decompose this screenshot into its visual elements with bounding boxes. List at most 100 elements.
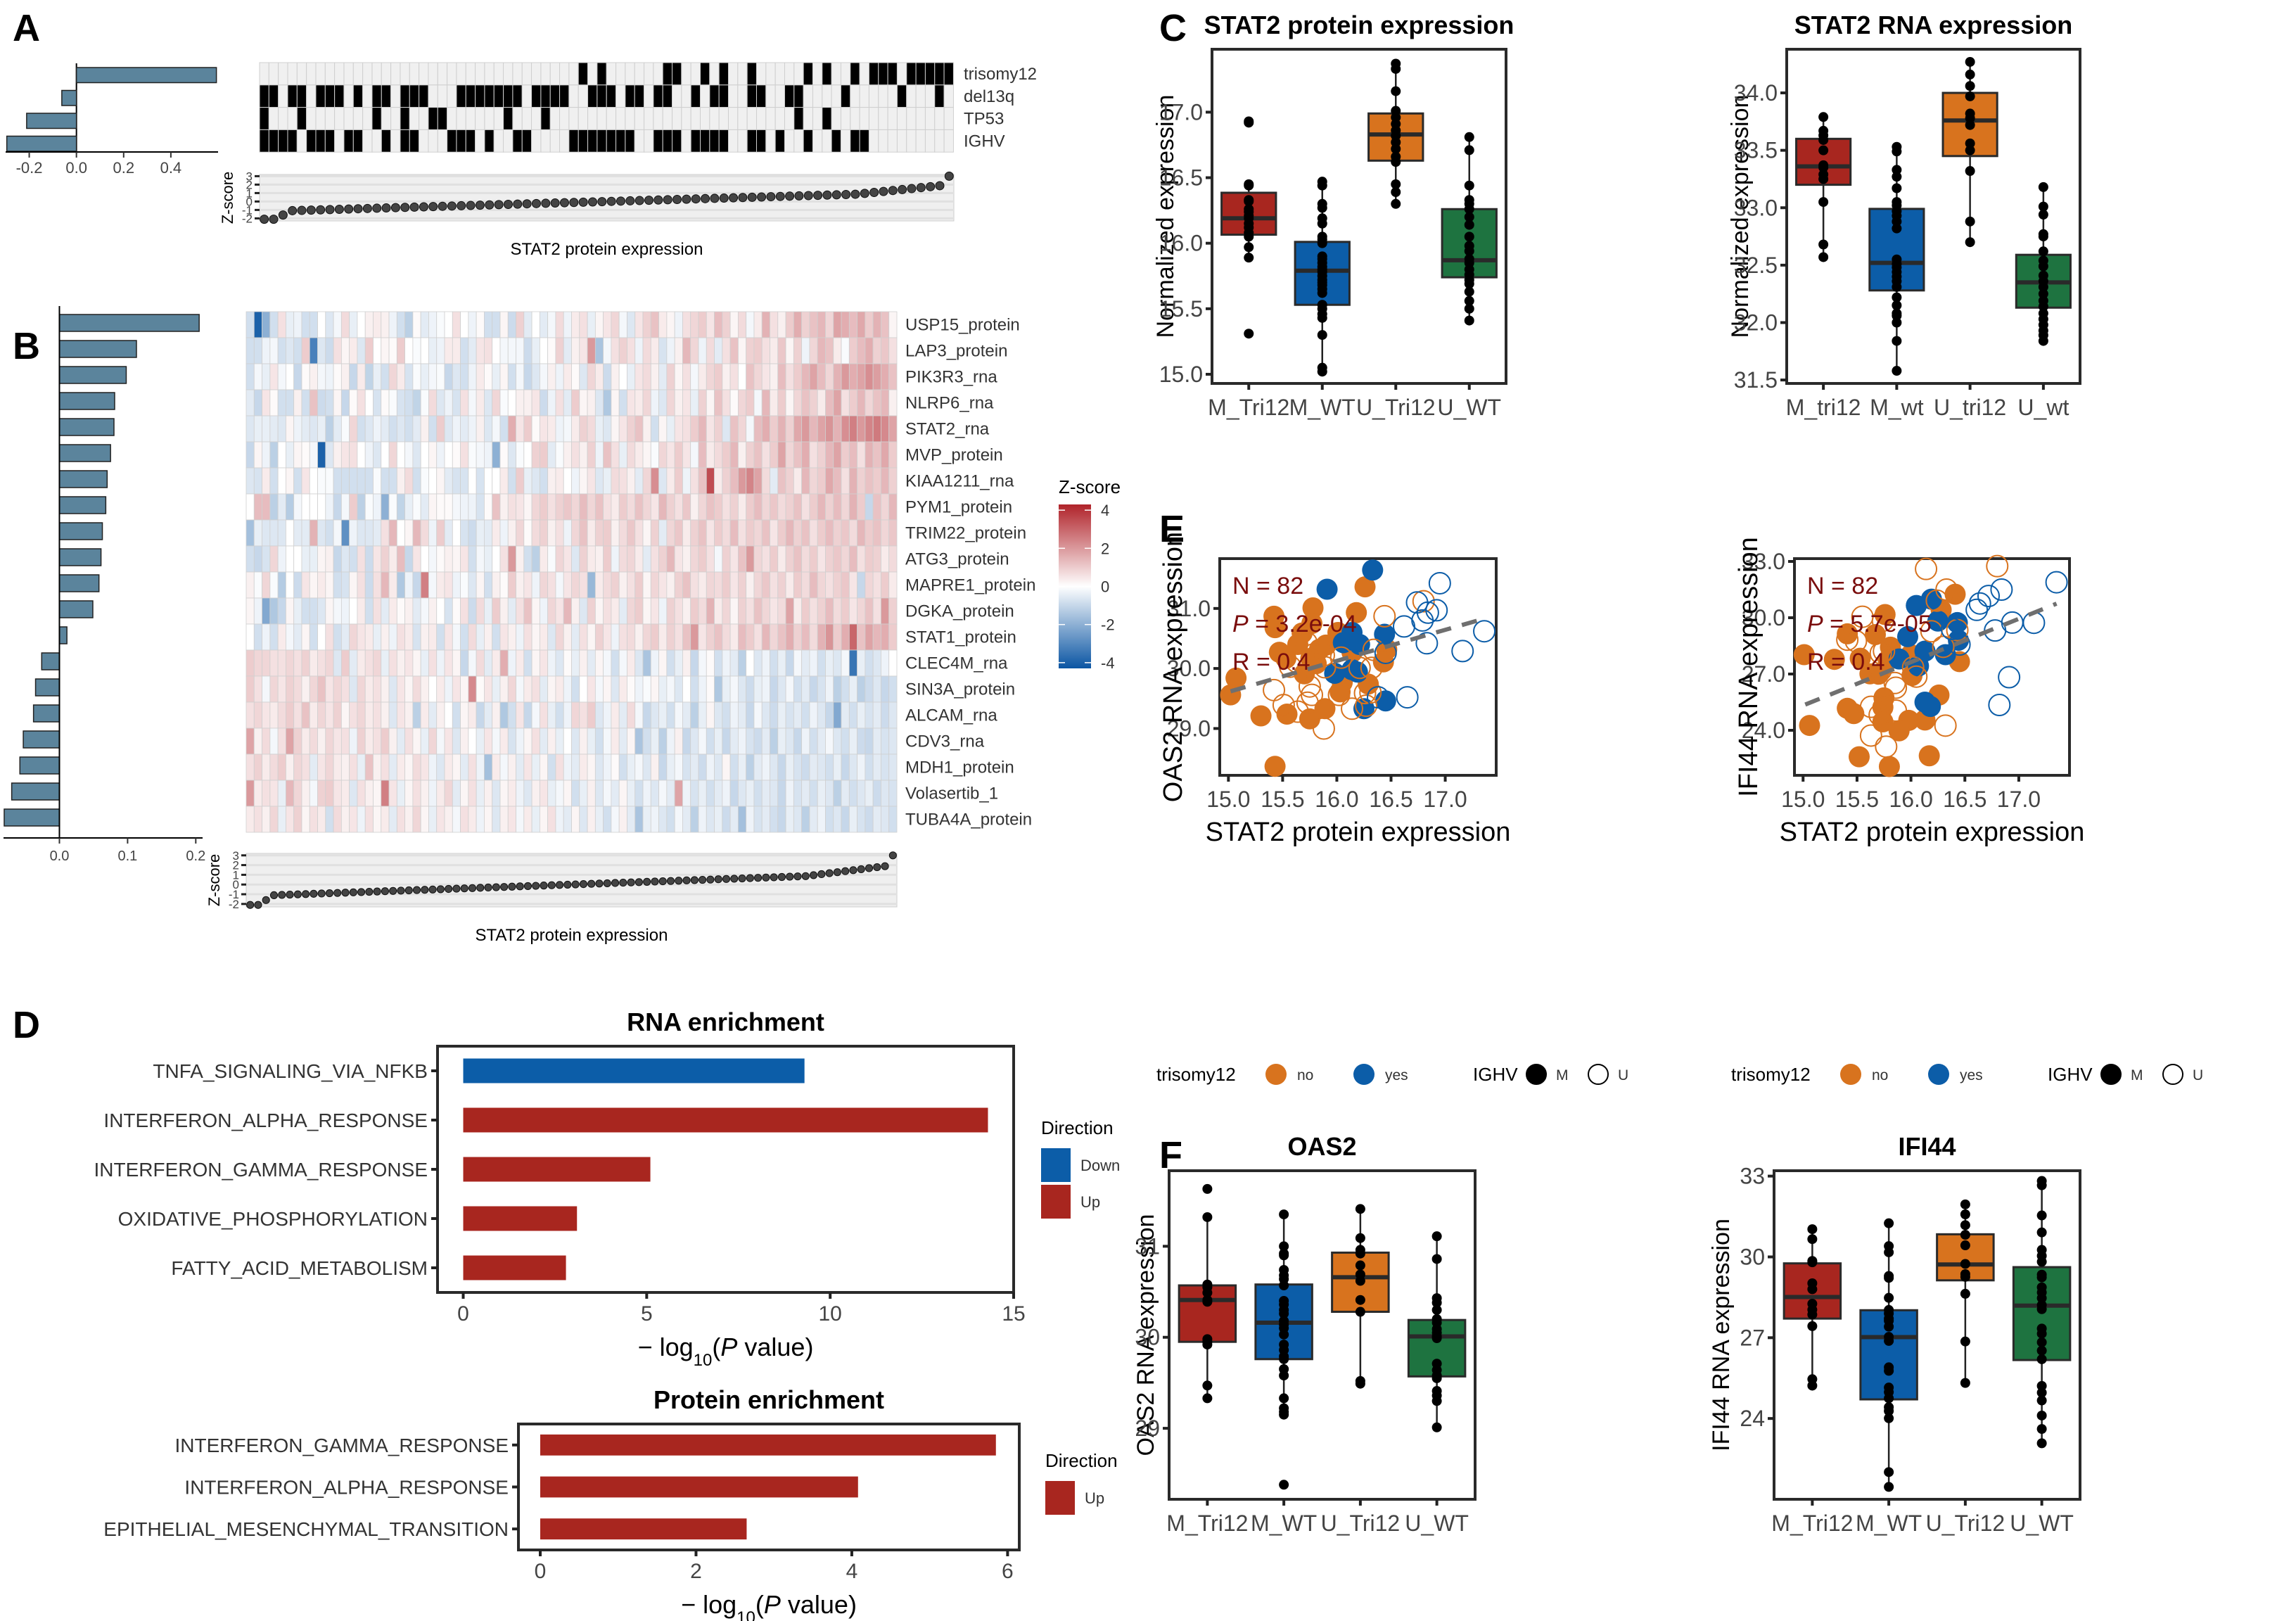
- heatmap-cell: [682, 727, 691, 755]
- heatmap-cell: [746, 754, 755, 781]
- heatmap-cell: [888, 754, 898, 781]
- dot-plot-point: [754, 874, 763, 882]
- heatmap-cell: [833, 441, 842, 469]
- heatmap-cell: [516, 571, 525, 599]
- dot-plot-point: [412, 886, 421, 894]
- dot-plot-point: [571, 880, 580, 889]
- heatmap-cell: [722, 727, 731, 755]
- data-point: [2036, 1438, 2047, 1449]
- heatmap-cell: [881, 727, 890, 755]
- heatmap-cell: [507, 545, 516, 573]
- heatmap-cell: [245, 727, 255, 755]
- heatmap-cell: [603, 545, 612, 573]
- plot-title: OAS2: [1287, 1132, 1356, 1161]
- heatmap-cell: [706, 623, 715, 651]
- legend-label: no: [1872, 1067, 1888, 1083]
- heatmap-cell: [286, 571, 295, 599]
- heatmap-cell: [547, 597, 556, 625]
- dot-plot-point: [898, 184, 907, 194]
- data-point: [2038, 288, 2048, 299]
- heatmap-cell: [690, 623, 699, 651]
- heatmap-cell: [253, 623, 262, 651]
- heatmap-cell: [286, 727, 295, 755]
- matrix-cell: [737, 107, 748, 130]
- heatmap-cell: [452, 675, 461, 703]
- heatmap-cell: [364, 467, 374, 495]
- heatmap-cell: [618, 311, 627, 338]
- heatmap-cell: [698, 441, 707, 469]
- heatmap-cell: [293, 649, 302, 677]
- matrix-cell: [774, 107, 785, 130]
- heatmap-cell: [729, 675, 739, 703]
- data-point: [1464, 212, 1474, 222]
- matrix-cell: [503, 84, 514, 108]
- point-ighv-u: [1977, 585, 2000, 608]
- heatmap-cell: [317, 571, 326, 599]
- heatmap-cell: [436, 389, 445, 417]
- dot-plot-point: [627, 878, 635, 886]
- heatmap-cell: [722, 493, 731, 521]
- heatmap-cell: [857, 519, 866, 547]
- dot-plot-point: [460, 884, 468, 893]
- heatmap-cell: [269, 493, 279, 521]
- heatmap-cell: [865, 623, 874, 651]
- point-ighv-m: [1927, 610, 1949, 632]
- data-point: [1355, 1307, 1365, 1317]
- data-point: [1202, 1380, 1213, 1391]
- x-tick-label: 2: [690, 1560, 702, 1583]
- heatmap-cell: [309, 389, 318, 417]
- matrix-cell: [634, 129, 645, 153]
- legend-title-trisomy12: trisomy12: [1731, 1064, 1811, 1085]
- dot-plot-point: [508, 882, 516, 891]
- matrix-cell: [568, 107, 579, 130]
- legend-key-U: [2162, 1064, 2183, 1085]
- feature-bar: [58, 496, 107, 514]
- heatmap-cell: [634, 311, 644, 338]
- heatmap-cell: [801, 597, 810, 625]
- heatmap-cell: [301, 493, 310, 521]
- matrix-cell: [475, 62, 485, 86]
- heatmap-cell: [262, 415, 271, 443]
- heatmap-cell: [412, 597, 421, 625]
- matrix-cell: [793, 107, 804, 130]
- heatmap-cell: [587, 363, 596, 390]
- heatmap-cell: [253, 754, 262, 781]
- heatmap-cell: [714, 597, 723, 625]
- heatmap-cell: [571, 597, 580, 625]
- heatmap-cell: [253, 519, 262, 547]
- heatmap-cell: [801, 571, 810, 599]
- heatmap-cell: [460, 675, 469, 703]
- dot-plot-point: [606, 196, 616, 206]
- matrix-cell: [296, 129, 307, 153]
- matrix-cell: [587, 129, 598, 153]
- matrix-cell: [512, 84, 523, 108]
- heatmap-cell: [428, 780, 438, 807]
- heatmap-cell: [627, 727, 636, 755]
- heatmap-cell: [761, 311, 770, 338]
- heatmap-cell: [476, 571, 485, 599]
- dot-plot-point: [390, 203, 400, 212]
- heatmap-cell: [531, 519, 540, 547]
- heatmap-cell: [833, 415, 842, 443]
- heatmap-cell: [690, 701, 699, 729]
- heatmap-cell: [666, 467, 675, 495]
- heatmap-cell: [729, 571, 739, 599]
- heatmap-cell: [499, 311, 509, 338]
- heatmap-cell: [452, 519, 461, 547]
- legend-key-yes: [1928, 1064, 1949, 1085]
- heatmap-cell: [523, 545, 532, 573]
- heatmap-cell: [579, 311, 588, 338]
- heatmap-cell: [507, 363, 516, 390]
- data-point: [1892, 165, 1902, 175]
- heatmap-cell: [848, 337, 857, 364]
- heatmap-cell: [245, 493, 255, 521]
- heatmap-cell: [412, 441, 421, 469]
- heatmap-cell: [698, 623, 707, 651]
- heatmap-cell: [516, 780, 525, 807]
- point-ighv-u: [1396, 686, 1419, 709]
- data-point: [1391, 144, 1401, 154]
- heatmap-cell: [309, 727, 318, 755]
- heatmap-cell: [547, 363, 556, 390]
- heatmap-cell: [603, 363, 612, 390]
- heatmap-cell: [539, 337, 549, 364]
